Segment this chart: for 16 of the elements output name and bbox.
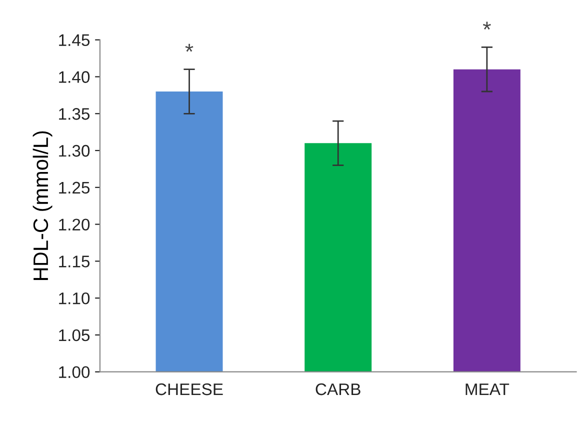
y-tick-label: 1.15 xyxy=(59,256,90,268)
x-tick-label: CARB xyxy=(316,383,360,396)
y-tick-label: 1.05 xyxy=(59,329,90,342)
y-tick-label: 1.40 xyxy=(59,71,90,83)
y-tick-label: 1.30 xyxy=(59,144,90,157)
y-tick-label: 1.00 xyxy=(59,366,90,378)
y-tick-label: 1.10 xyxy=(59,292,90,304)
y-tick-label: 1.20 xyxy=(59,218,90,230)
x-tick-label: MEAT xyxy=(466,384,510,396)
y-tick-label: 1.25 xyxy=(59,182,90,194)
annotation: * xyxy=(185,44,194,52)
x-tick-label: CHEESE xyxy=(156,383,223,396)
annotation: * xyxy=(482,22,491,30)
y-tick-label: 1.35 xyxy=(59,108,90,120)
y-tick-label: 1.45 xyxy=(59,34,90,46)
y-axis-title: HDL-C (mmol/L) xyxy=(32,131,52,280)
